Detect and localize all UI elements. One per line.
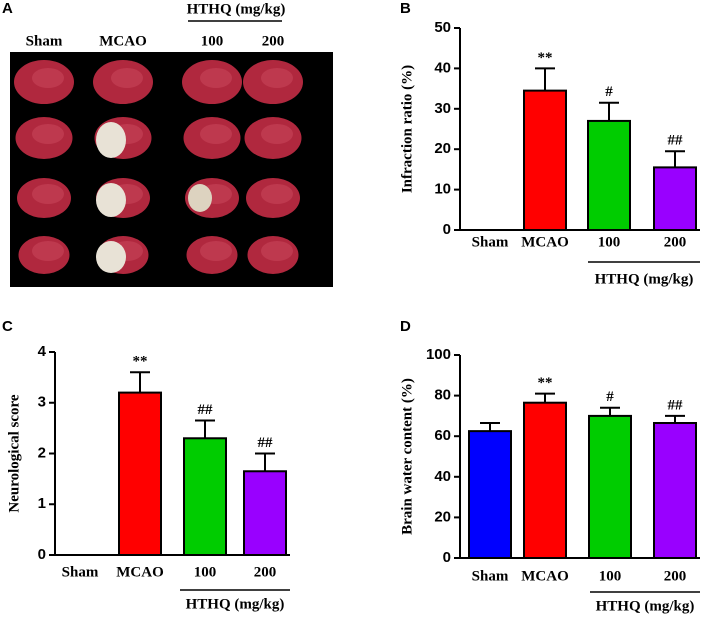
infarct xyxy=(96,122,126,158)
column-label: MCAO xyxy=(99,33,147,49)
y-tick-label: 0 xyxy=(443,549,451,566)
brain-highlight xyxy=(200,124,232,144)
significance-label: ## xyxy=(258,435,274,451)
y-axis-label: Neurological score xyxy=(6,394,22,513)
bar xyxy=(183,437,227,556)
brain-highlight xyxy=(200,241,232,261)
group-label: HTHQ (mg/kg) xyxy=(595,271,694,287)
significance-label: ** xyxy=(133,354,148,370)
y-tick-label: 20 xyxy=(434,508,451,525)
x-tick-label: MCAO xyxy=(521,234,569,250)
y-tick-label: 40 xyxy=(434,59,451,76)
column-label: 200 xyxy=(262,33,285,49)
group-label: HTHQ (mg/kg) xyxy=(187,1,286,17)
y-tick-label: 0 xyxy=(38,546,46,563)
brain-highlight xyxy=(200,68,232,88)
y-tick-label: 10 xyxy=(434,181,451,198)
y-tick-label: 100 xyxy=(426,346,451,363)
column-label: 100 xyxy=(201,33,224,49)
column-label: Sham xyxy=(26,33,63,49)
significance-label: ** xyxy=(538,50,553,66)
brain-highlight xyxy=(32,124,64,144)
y-tick-label: 80 xyxy=(434,387,451,404)
y-axis-label: Brain water content (%) xyxy=(399,378,415,535)
y-tick-label: 2 xyxy=(38,444,46,461)
x-tick-label: 200 xyxy=(664,234,687,250)
infarct xyxy=(188,184,212,212)
y-tick-label: 30 xyxy=(434,100,451,117)
significance-label: ## xyxy=(668,397,684,413)
brain-highlight xyxy=(32,68,64,88)
significance-label: ## xyxy=(198,402,214,418)
brain-highlight xyxy=(111,68,143,88)
x-tick-label: MCAO xyxy=(521,568,569,584)
y-axis-label: Infraction ratio (%) xyxy=(399,65,415,193)
bar xyxy=(653,166,697,232)
bar xyxy=(523,401,567,559)
brain-highlight xyxy=(32,184,64,204)
bar xyxy=(523,89,567,232)
x-tick-label: Sham xyxy=(62,564,99,580)
x-tick-label: 100 xyxy=(194,564,217,580)
y-tick-label: 1 xyxy=(38,495,46,512)
brain-highlight xyxy=(261,124,293,144)
significance-label: # xyxy=(606,389,614,405)
y-tick-label: 3 xyxy=(38,394,46,411)
brain-highlight xyxy=(32,241,64,261)
x-tick-label: 200 xyxy=(254,564,277,580)
significance-label: ## xyxy=(668,133,684,149)
brain-highlight xyxy=(261,184,293,204)
panel-label: C xyxy=(2,318,13,335)
significance-label: # xyxy=(605,84,613,100)
brain-highlight xyxy=(261,68,293,88)
x-tick-label: 200 xyxy=(664,568,687,584)
y-tick-label: 4 xyxy=(38,343,47,360)
bar xyxy=(243,470,287,557)
x-tick-label: MCAO xyxy=(116,564,164,580)
y-tick-label: 60 xyxy=(434,427,451,444)
y-tick-label: 50 xyxy=(434,19,451,36)
bar xyxy=(588,414,632,559)
panel-label: D xyxy=(400,318,411,335)
infarct xyxy=(96,183,126,217)
y-tick-label: 0 xyxy=(443,221,451,238)
bar xyxy=(118,391,162,556)
significance-label: ** xyxy=(538,375,553,391)
bar xyxy=(653,422,697,559)
y-tick-label: 20 xyxy=(434,140,451,157)
bar xyxy=(468,430,512,559)
panel-label: A xyxy=(2,0,13,17)
group-label: HTHQ (mg/kg) xyxy=(596,598,695,614)
x-tick-label: Sham xyxy=(472,568,509,584)
y-tick-label: 40 xyxy=(434,468,451,485)
x-tick-label: 100 xyxy=(599,568,622,584)
brain-highlight xyxy=(261,241,293,261)
group-label: HTHQ (mg/kg) xyxy=(186,596,285,612)
bar xyxy=(587,119,631,231)
x-tick-label: 100 xyxy=(598,234,621,250)
panel-label: B xyxy=(400,0,411,17)
x-tick-label: Sham xyxy=(472,234,509,250)
infarct xyxy=(96,241,126,273)
